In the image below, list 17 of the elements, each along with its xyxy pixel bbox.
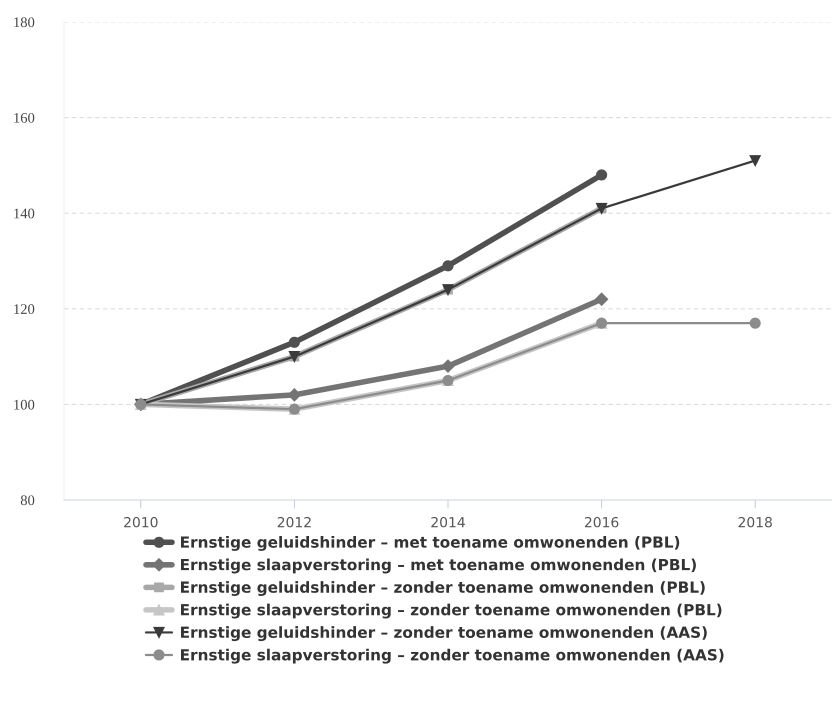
- legend-label: Ernstige slaapverstoring – zonder toename omwonenden (AAS): [181, 648, 724, 664]
- y-tick-label: 140: [14, 208, 34, 218]
- legend-label: Ernstige slaapverstoring – met toename omwonenden (PBL): [181, 558, 696, 574]
- legend-label: Ernstige slaapverstoring – zonder toename omwonenden (PBL): [181, 604, 722, 619]
- x-tick-label: 2012: [278, 516, 311, 528]
- y-tick-label: 120: [14, 304, 34, 314]
- x-tick-label: 2010: [124, 516, 158, 528]
- legend-label: Ernstige geluidshinder – zonder toename omwonenden (PBL): [181, 581, 705, 596]
- x-tick-label: 2018: [738, 516, 772, 528]
- y-tick-label: 100: [14, 400, 34, 410]
- x-tick-label: 2014: [431, 516, 465, 528]
- y-tick-label: 80: [20, 495, 34, 506]
- legend-label: Ernstige geluidshinder – zonder toename omwonenden (AAS): [181, 626, 707, 642]
- legend-label: Ernstige geluidshinder – met toename omwonenden (PBL): [181, 536, 680, 551]
- y-tick-label: 180: [14, 17, 34, 28]
- x-tick-label: 2016: [584, 516, 618, 528]
- y-tick-label: 160: [14, 112, 34, 123]
